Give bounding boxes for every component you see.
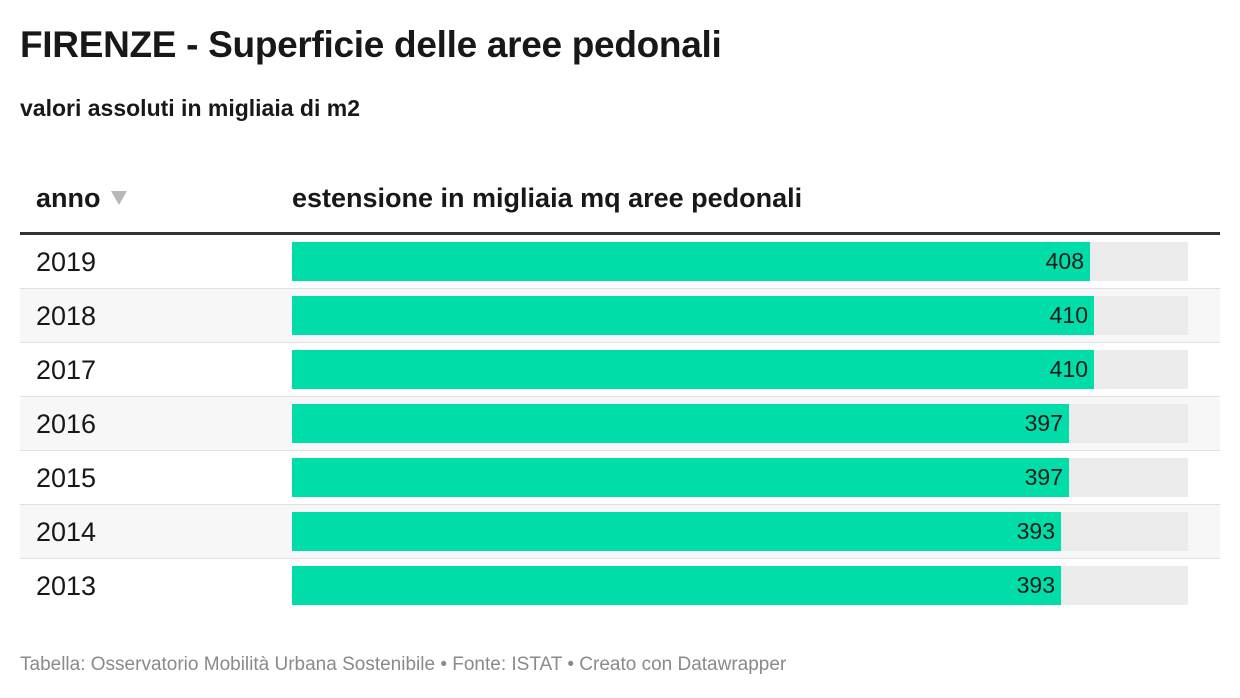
table-row: 2019 408 xyxy=(20,235,1220,289)
year-cell: 2013 xyxy=(36,571,97,601)
bar-value-label: 397 xyxy=(1024,410,1063,436)
bar-track: 410 xyxy=(292,350,1188,389)
chart-title: FIRENZE - Superficie delle aree pedonali xyxy=(20,24,722,65)
data-table: anno estensione in migliaia mq aree pedo… xyxy=(20,170,1220,612)
bar: 410 xyxy=(292,296,1094,335)
bar-track: 393 xyxy=(292,512,1188,551)
chart-subtitle: valori assoluti in migliaia di m2 xyxy=(20,95,360,121)
bar-value-label: 397 xyxy=(1024,464,1063,490)
table-header: anno estensione in migliaia mq aree pedo… xyxy=(20,170,1220,235)
bar-track: 397 xyxy=(292,404,1188,443)
bar: 393 xyxy=(292,512,1061,551)
chart-footer: Tabella: Osservatorio Mobilità Urbana So… xyxy=(20,654,787,675)
bar: 393 xyxy=(292,566,1061,605)
table-row: 2014 393 xyxy=(20,505,1220,559)
bar: 410 xyxy=(292,350,1094,389)
bar: 408 xyxy=(292,242,1090,281)
column-header-year-label: anno xyxy=(36,183,101,213)
year-cell: 2017 xyxy=(36,355,97,385)
table-row: 2015 397 xyxy=(20,451,1220,505)
column-header-year[interactable]: anno xyxy=(36,180,127,216)
bar-value-label: 408 xyxy=(1045,248,1084,274)
bar-track: 410 xyxy=(292,296,1188,335)
table-row: 2018 410 xyxy=(20,289,1220,343)
bar-value-label: 393 xyxy=(1016,572,1055,598)
bar-track: 408 xyxy=(292,242,1188,281)
table-row: 2016 397 xyxy=(20,397,1220,451)
bar-track: 393 xyxy=(292,566,1188,605)
column-header-value[interactable]: estensione in migliaia mq aree pedonali xyxy=(292,180,802,216)
column-header-value-label: estensione in migliaia mq aree pedonali xyxy=(292,183,803,213)
bar-value-label: 410 xyxy=(1049,356,1088,382)
year-cell: 2014 xyxy=(36,517,97,547)
year-cell: 2015 xyxy=(36,463,97,493)
sort-descending-icon[interactable] xyxy=(110,190,127,205)
table-body: 2019 408 2018 410 2017 410 2016 397 2015 397 2014 3… xyxy=(20,235,1220,612)
bar-value-label: 393 xyxy=(1016,518,1055,544)
bar: 397 xyxy=(292,458,1069,497)
bar: 397 xyxy=(292,404,1069,443)
year-cell: 2018 xyxy=(36,301,97,331)
year-cell: 2016 xyxy=(36,409,97,439)
table-row: 2017 410 xyxy=(20,343,1220,397)
bar-value-label: 410 xyxy=(1049,302,1088,328)
year-cell: 2019 xyxy=(36,247,97,277)
bar-track: 397 xyxy=(292,458,1188,497)
table-row: 2013 393 xyxy=(20,559,1220,612)
